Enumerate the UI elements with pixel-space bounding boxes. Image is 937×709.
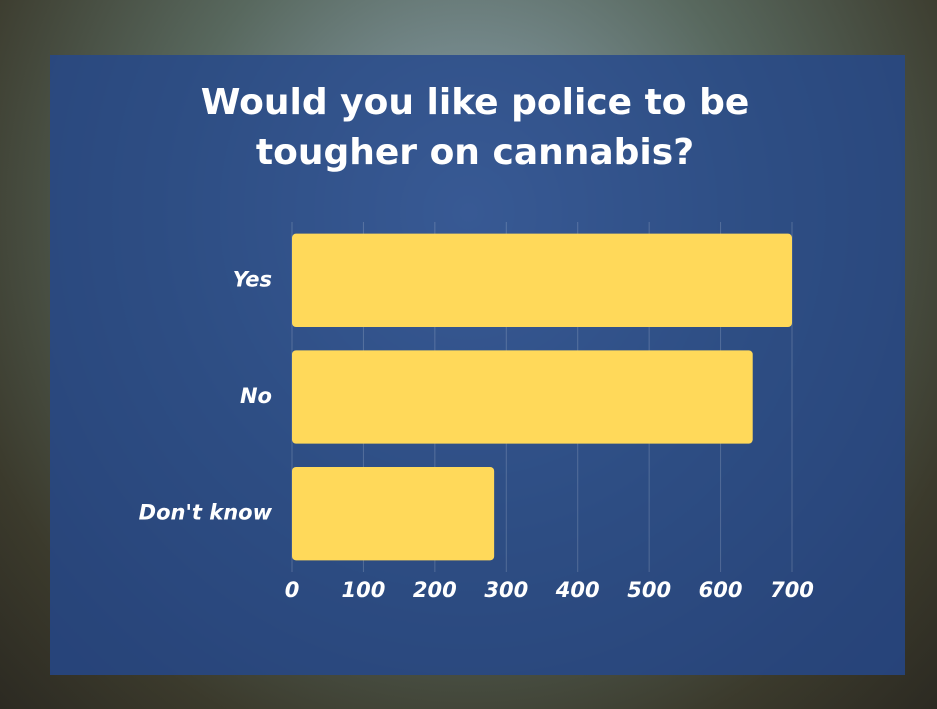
x-tick-label: 100 bbox=[342, 578, 386, 602]
x-tick-label: 700 bbox=[770, 578, 814, 602]
x-tick-label: 0 bbox=[285, 578, 300, 602]
y-tick-label: No bbox=[240, 384, 272, 408]
bar bbox=[292, 350, 753, 444]
y-tick-label: Yes bbox=[233, 267, 272, 291]
x-tick-label: 600 bbox=[699, 578, 743, 602]
x-tick-label: 500 bbox=[627, 578, 671, 602]
bar bbox=[292, 233, 792, 327]
x-tick-label: 200 bbox=[413, 578, 457, 602]
x-tick-label: 400 bbox=[555, 578, 600, 602]
x-tick-label: 300 bbox=[484, 578, 528, 602]
chart-title: Would you like police to be tougher on c… bbox=[200, 82, 750, 173]
bar bbox=[292, 467, 495, 561]
y-tick-label: Don't know bbox=[139, 501, 273, 525]
